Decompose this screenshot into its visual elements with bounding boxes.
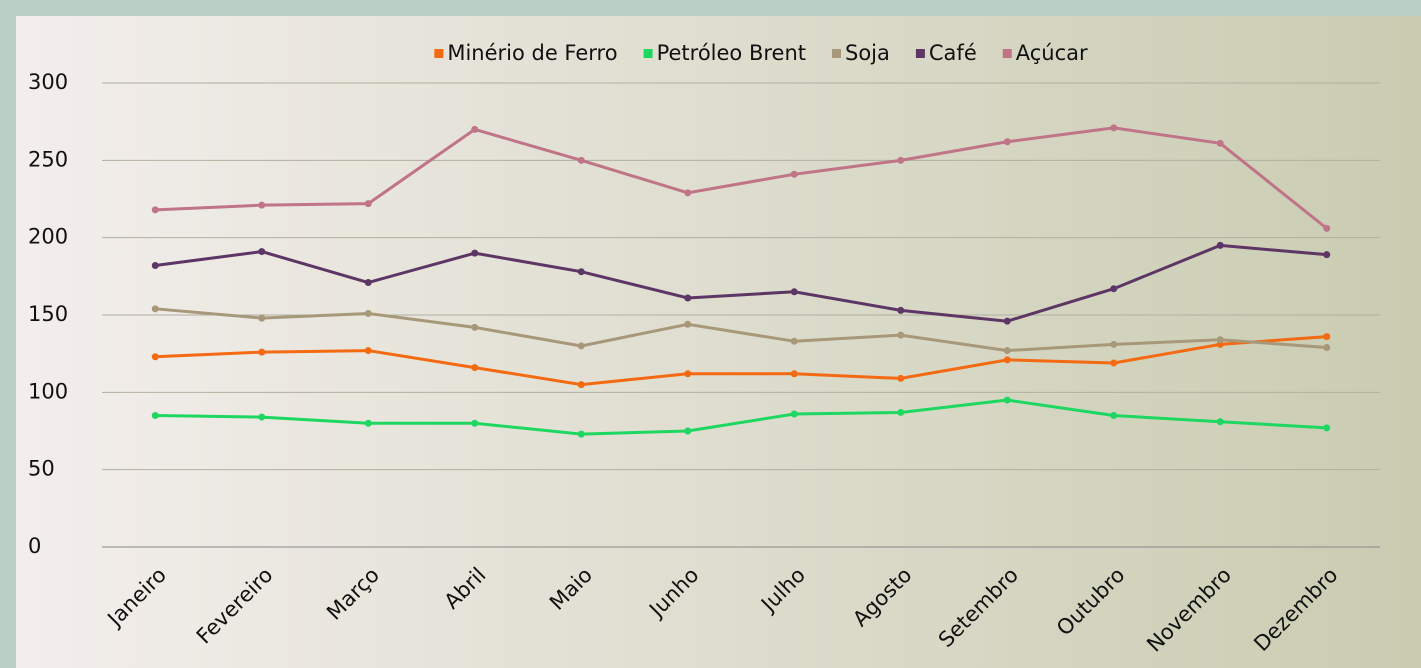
point (151, 353, 159, 361)
point (258, 314, 266, 322)
series-line (155, 243, 1327, 323)
point (1110, 340, 1118, 348)
legend-label: Açúcar (1016, 41, 1088, 65)
point (471, 364, 479, 372)
point (364, 309, 372, 317)
point (1216, 336, 1224, 344)
y-tick-label: 0 (28, 534, 41, 558)
point (684, 427, 692, 435)
point (577, 156, 585, 164)
point (151, 206, 159, 214)
series-line (155, 335, 1327, 387)
point (1003, 356, 1011, 364)
y-tick-label: 150 (28, 302, 68, 326)
point (1323, 224, 1331, 232)
point (258, 413, 266, 421)
point (1216, 241, 1224, 249)
point (790, 370, 798, 378)
point (471, 323, 479, 331)
point (577, 342, 585, 350)
point (151, 305, 159, 313)
point (471, 125, 479, 133)
point (258, 348, 266, 356)
point (1003, 347, 1011, 355)
point (471, 419, 479, 427)
point (1003, 317, 1011, 325)
point (1323, 424, 1331, 432)
point (790, 410, 798, 418)
point (790, 170, 798, 178)
point (897, 374, 905, 382)
legend-label: Minério de Ferro (447, 41, 617, 65)
point (1110, 359, 1118, 367)
point (577, 268, 585, 276)
point (364, 200, 372, 208)
point (364, 347, 372, 355)
point (684, 320, 692, 328)
point (471, 249, 479, 257)
point (1110, 124, 1118, 132)
point (684, 294, 692, 302)
point (258, 248, 266, 256)
point (364, 419, 372, 427)
point (1110, 412, 1118, 420)
point (151, 262, 159, 270)
y-tick-label: 100 (28, 379, 68, 403)
legend-label: Café (929, 41, 977, 65)
point (684, 189, 692, 197)
point (684, 370, 692, 378)
point (1003, 138, 1011, 146)
legend-swatch (1002, 49, 1012, 58)
point (897, 306, 905, 314)
point (258, 201, 266, 209)
point (790, 288, 798, 296)
point (1323, 333, 1331, 341)
series-line (155, 126, 1328, 230)
y-tick-label: 200 (28, 225, 68, 249)
point (897, 331, 905, 339)
legend-swatch (915, 49, 925, 58)
point (1216, 139, 1224, 147)
point (897, 408, 905, 416)
point (897, 156, 905, 164)
series-line (155, 307, 1327, 353)
y-tick-label: 250 (28, 147, 68, 171)
legend-label: Petróleo Brent (657, 41, 806, 65)
series-line (155, 398, 1327, 436)
point (364, 279, 372, 287)
y-tick-label: 300 (28, 70, 68, 94)
legend-swatch (832, 49, 842, 58)
legend-swatch (434, 49, 444, 58)
point (1003, 396, 1011, 404)
y-tick-label: 50 (28, 457, 55, 481)
legend-label: Soja (845, 41, 890, 65)
point (1216, 418, 1224, 426)
point (790, 337, 798, 345)
legend-swatch (643, 49, 653, 58)
point (577, 381, 585, 389)
point (1323, 343, 1331, 351)
point (151, 412, 159, 420)
background (16, 16, 1421, 668)
point (577, 430, 585, 438)
point (1323, 251, 1331, 259)
point (1110, 285, 1118, 293)
